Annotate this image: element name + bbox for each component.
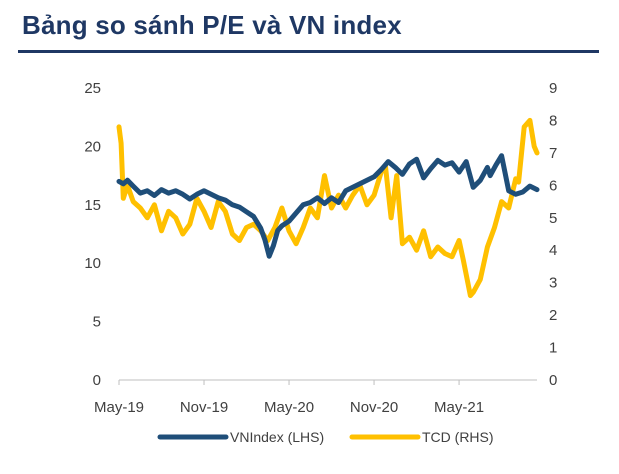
legend-vnindex-label: VNIndex (LHS) bbox=[230, 429, 324, 445]
y-left-tick-label: 10 bbox=[84, 255, 101, 272]
x-tick-label: Nov-19 bbox=[180, 399, 228, 416]
y-right-tick-label: 3 bbox=[549, 275, 557, 292]
y-right-tick-label: 5 bbox=[549, 210, 557, 227]
legend-tcd-label: TCD (RHS) bbox=[422, 429, 494, 445]
y-left-tick-label: 20 bbox=[84, 138, 101, 155]
y-right-tick-label: 2 bbox=[549, 307, 557, 324]
y-right-tick-label: 1 bbox=[549, 340, 557, 357]
y-left-tick-label: 25 bbox=[84, 80, 101, 97]
x-tick-label: May-21 bbox=[434, 399, 484, 416]
y-right-tick-label: 8 bbox=[549, 112, 557, 129]
y-left-tick-label: 0 bbox=[93, 372, 101, 389]
page-title: Bảng so sánh P/E và VN index bbox=[22, 10, 402, 40]
y-right-tick-label: 7 bbox=[549, 145, 557, 162]
y-right-tick-label: 4 bbox=[549, 242, 557, 259]
y-right-tick-label: 0 bbox=[549, 372, 557, 389]
legend: VNIndex (LHS) TCD (RHS) bbox=[157, 429, 494, 445]
title-underline bbox=[18, 50, 599, 53]
vnindex-series-line bbox=[116, 153, 540, 259]
y-left-tick-label: 5 bbox=[93, 314, 101, 331]
x-tick-label: May-20 bbox=[264, 399, 314, 416]
x-tick-label: Nov-20 bbox=[350, 399, 398, 416]
axis-layer: May-19 Nov-19 May-20 Nov-20 May-210510152025… bbox=[84, 80, 557, 416]
tcd-series-line bbox=[116, 117, 540, 299]
x-tick-label: May-19 bbox=[94, 399, 144, 416]
series-layer bbox=[116, 117, 540, 299]
y-left-tick-label: 15 bbox=[84, 197, 101, 214]
y-right-tick-label: 6 bbox=[549, 177, 557, 194]
y-right-tick-label: 9 bbox=[549, 80, 557, 97]
